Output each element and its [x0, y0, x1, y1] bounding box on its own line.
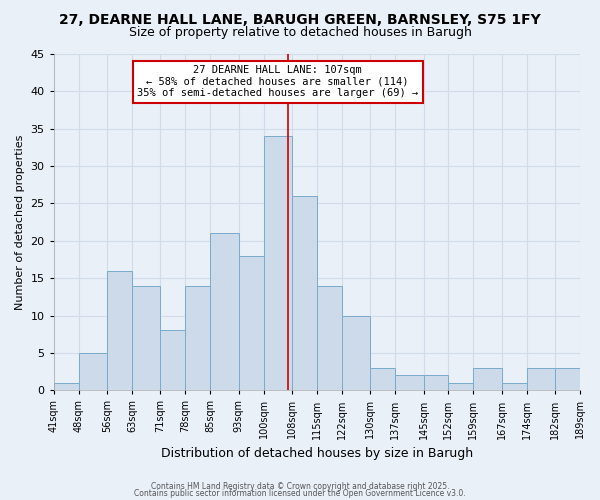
Bar — [342, 316, 370, 390]
Y-axis label: Number of detached properties: Number of detached properties — [15, 134, 25, 310]
Text: 27, DEARNE HALL LANE, BARUGH GREEN, BARNSLEY, S75 1FY: 27, DEARNE HALL LANE, BARUGH GREEN, BARN… — [59, 12, 541, 26]
Bar — [132, 286, 160, 391]
Bar — [317, 286, 342, 391]
Bar — [448, 383, 473, 390]
Text: 27 DEARNE HALL LANE: 107sqm
← 58% of detached houses are smaller (114)
35% of se: 27 DEARNE HALL LANE: 107sqm ← 58% of det… — [137, 65, 418, 98]
Bar — [502, 383, 527, 390]
Bar — [263, 136, 292, 390]
Bar — [107, 270, 132, 390]
Bar — [160, 330, 185, 390]
Bar — [210, 234, 239, 390]
Bar — [185, 286, 210, 391]
Bar — [395, 376, 424, 390]
Text: Size of property relative to detached houses in Barugh: Size of property relative to detached ho… — [128, 26, 472, 39]
Bar — [555, 368, 580, 390]
Bar — [54, 383, 79, 390]
Bar — [473, 368, 502, 390]
Bar — [292, 196, 317, 390]
Bar — [527, 368, 555, 390]
Bar — [424, 376, 448, 390]
X-axis label: Distribution of detached houses by size in Barugh: Distribution of detached houses by size … — [161, 447, 473, 460]
Text: Contains HM Land Registry data © Crown copyright and database right 2025.: Contains HM Land Registry data © Crown c… — [151, 482, 449, 491]
Bar — [370, 368, 395, 390]
Bar — [239, 256, 263, 390]
Bar — [79, 353, 107, 391]
Text: Contains public sector information licensed under the Open Government Licence v3: Contains public sector information licen… — [134, 490, 466, 498]
